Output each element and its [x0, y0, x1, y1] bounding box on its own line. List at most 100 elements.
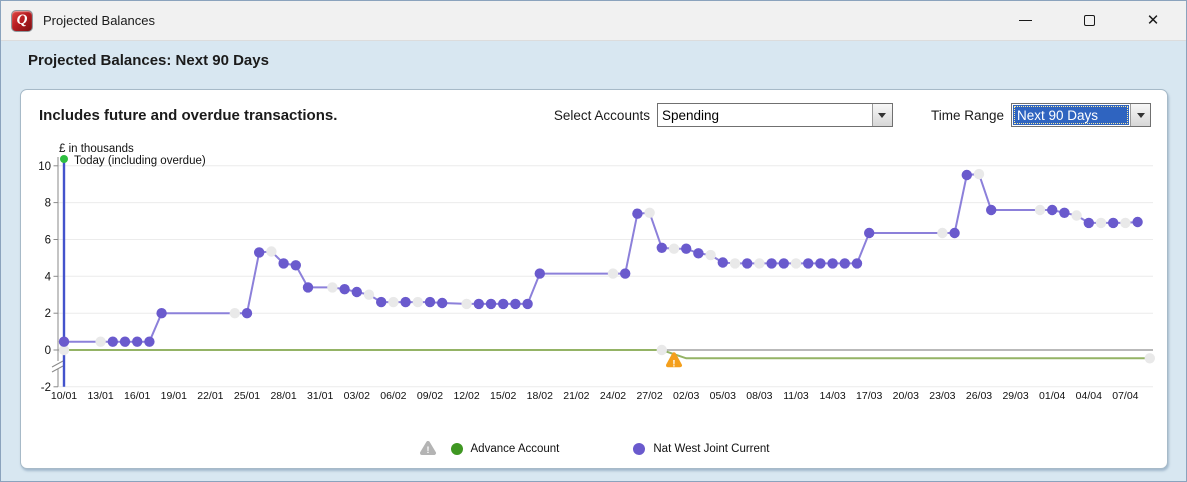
data-point [839, 258, 850, 269]
chart-legend: ! Advance Account Nat West Joint Current [21, 441, 1167, 456]
x-axis-tick: 18/02 [527, 390, 553, 402]
x-axis-tick: 29/03 [1002, 390, 1028, 402]
x-axis-tick: 26/03 [966, 390, 992, 402]
time-range-value: Next 90 Days [1013, 105, 1129, 125]
y-axis-tick: 2 [45, 308, 51, 320]
advance-account-dot-icon [450, 442, 463, 455]
x-axis-tick: 06/02 [380, 390, 406, 402]
legend-label-nat-west-joint-current: Nat West Joint Current [653, 442, 770, 455]
data-point [742, 258, 753, 269]
window-title: Projected Balances [43, 13, 156, 28]
data-point [1034, 204, 1046, 216]
select-accounts-value: Spending [661, 107, 720, 123]
data-point [376, 296, 387, 308]
today-dot [60, 155, 68, 163]
time-range-dropdown[interactable]: Next 90 Days [1011, 103, 1151, 127]
data-point [351, 286, 362, 298]
data-point [937, 227, 948, 239]
y-axis-tick: 10 [38, 161, 51, 173]
data-point [58, 336, 70, 347]
data-point [424, 296, 436, 308]
data-point [961, 169, 972, 181]
data-point [132, 336, 143, 347]
x-axis-tick: 23/03 [929, 390, 955, 402]
data-point [1120, 217, 1131, 229]
legend-item-nat-west-joint-current: Nat West Joint Current [633, 442, 770, 455]
data-point [1083, 217, 1095, 229]
data-point [58, 344, 70, 356]
series-line [64, 173, 1138, 343]
data-point [485, 298, 497, 310]
data-point [290, 260, 301, 271]
x-axis-tick: 28/01 [270, 390, 296, 402]
x-axis-tick: 20/03 [893, 390, 919, 402]
x-axis-tick: 25/01 [234, 390, 260, 402]
minimize-button[interactable] [1010, 6, 1040, 36]
data-point [620, 268, 631, 279]
y-axis-tick: -2 [41, 382, 51, 394]
x-axis-tick: 08/03 [746, 390, 772, 402]
x-axis-tick: 12/02 [453, 390, 479, 402]
x-axis-tick: 13/01 [87, 390, 113, 402]
data-point [681, 243, 692, 254]
overdue-note: Includes future and overdue transactions… [39, 106, 338, 124]
chevron-down-icon[interactable] [1130, 104, 1150, 126]
data-point [388, 296, 399, 308]
data-point [717, 257, 728, 268]
page-title: Projected Balances: Next 90 Days [28, 52, 269, 69]
data-point [241, 308, 253, 319]
x-axis-tick: 22/01 [197, 390, 223, 402]
select-accounts-dropdown[interactable]: Spending [656, 103, 893, 127]
x-axis-tick: 03/02 [344, 390, 370, 402]
title-bar: Q Projected Balances ✕ [1, 1, 1186, 41]
data-point [1047, 204, 1058, 216]
data-point [400, 296, 411, 308]
x-axis-tick: 09/02 [417, 390, 443, 402]
y-axis-tick: 6 [45, 235, 51, 247]
select-accounts-label: Select Accounts [553, 107, 650, 123]
y-axis-tick: 0 [45, 345, 51, 357]
close-button[interactable]: ✕ [1138, 6, 1168, 36]
quicken-app-icon: Q [11, 9, 33, 32]
data-point [522, 298, 533, 310]
select-accounts-group: Select Accounts Spending [554, 103, 893, 127]
close-icon: ✕ [1146, 12, 1160, 29]
x-axis-tick: 01/04 [1039, 390, 1065, 402]
data-point [632, 208, 643, 219]
unit-label: £ in thousands [59, 143, 134, 155]
data-point [437, 297, 448, 309]
chevron-down-icon[interactable] [871, 104, 892, 126]
maximize-button[interactable] [1074, 6, 1104, 36]
data-point [973, 168, 985, 180]
data-point [778, 258, 789, 269]
data-point [668, 243, 680, 254]
maximize-icon [1083, 15, 1095, 26]
legend-item-advance-account: Advance Account [450, 442, 559, 455]
data-point [302, 282, 314, 293]
data-point [986, 204, 997, 216]
x-axis-tick: 24/02 [600, 390, 626, 402]
time-range-label: Time Range [930, 107, 1004, 123]
data-point [119, 336, 131, 347]
time-range-group: Time Range Next 90 Days [931, 103, 1151, 127]
data-point [729, 258, 741, 269]
today-annotation: Today (including overdue) [74, 155, 206, 167]
data-point [693, 248, 704, 259]
x-axis-tick: 10/01 [51, 390, 77, 402]
data-point [363, 289, 375, 300]
x-axis-tick: 31/01 [307, 390, 333, 402]
data-point [510, 298, 521, 310]
overdue-warning-icon: ! [666, 352, 682, 369]
x-axis-tick: 17/03 [856, 390, 882, 402]
data-point [1095, 217, 1107, 229]
x-axis-tick: 16/01 [124, 390, 150, 402]
y-axis-tick: 4 [45, 271, 52, 283]
data-point [534, 268, 545, 279]
data-point [229, 308, 240, 319]
data-point [949, 227, 960, 239]
x-axis-tick: 05/03 [710, 390, 736, 402]
data-point [864, 227, 875, 239]
x-axis-tick: 27/02 [636, 390, 662, 402]
data-point [705, 249, 716, 261]
